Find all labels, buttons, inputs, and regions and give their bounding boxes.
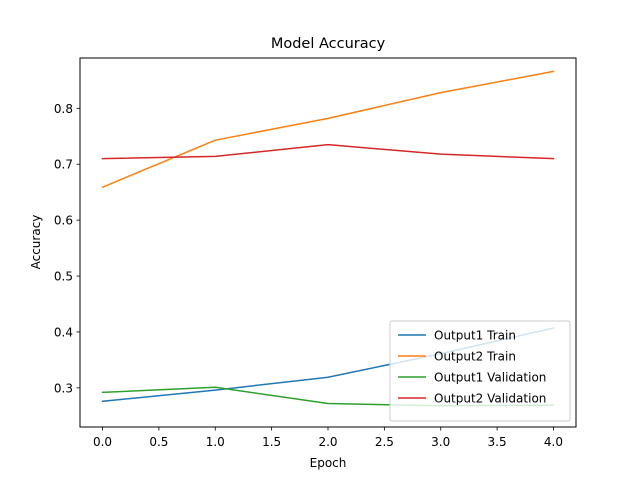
legend: Output1 Train Output2 Train Output1 Valida…: [389, 320, 571, 422]
x-tick-label: 2.0: [318, 435, 337, 449]
x-tick-label: 0.5: [149, 435, 168, 449]
x-tick-label: 2.5: [375, 435, 394, 449]
y-tick-label: 0.3: [54, 381, 73, 395]
y-axis-label: Accuracy: [29, 215, 43, 270]
x-axis: 0.0 0.5 1.0 1.5 2.0 2.5 3.0 3.5 4.0: [93, 427, 563, 449]
y-tick-label: 0.4: [54, 325, 73, 339]
x-tick-label: 1.0: [206, 435, 225, 449]
legend-label: Output1 Validation: [434, 371, 546, 385]
legend-box: [389, 320, 571, 422]
chart-title: Model Accuracy: [271, 36, 386, 52]
x-tick-label: 3.5: [488, 435, 507, 449]
legend-label: Output2 Train: [434, 350, 516, 364]
y-tick-label: 0.5: [54, 270, 73, 284]
y-tick-label: 0.8: [54, 102, 73, 116]
y-tick-label: 0.7: [54, 158, 73, 172]
x-tick-label: 4.0: [544, 435, 563, 449]
x-tick-label: 0.0: [93, 435, 112, 449]
legend-label: Output2 Validation: [434, 392, 546, 406]
y-tick-label: 0.6: [54, 214, 73, 228]
series-line-4: [101, 143, 555, 160]
y-axis: 0.3 0.4 0.5 0.6 0.7 0.8: [54, 102, 80, 395]
series-line-2: [101, 70, 555, 189]
x-axis-label: Epoch: [310, 456, 347, 470]
x-tick-label: 1.5: [262, 435, 281, 449]
x-tick-label: 3.0: [431, 435, 450, 449]
legend-label: Output1 Train: [434, 329, 516, 343]
